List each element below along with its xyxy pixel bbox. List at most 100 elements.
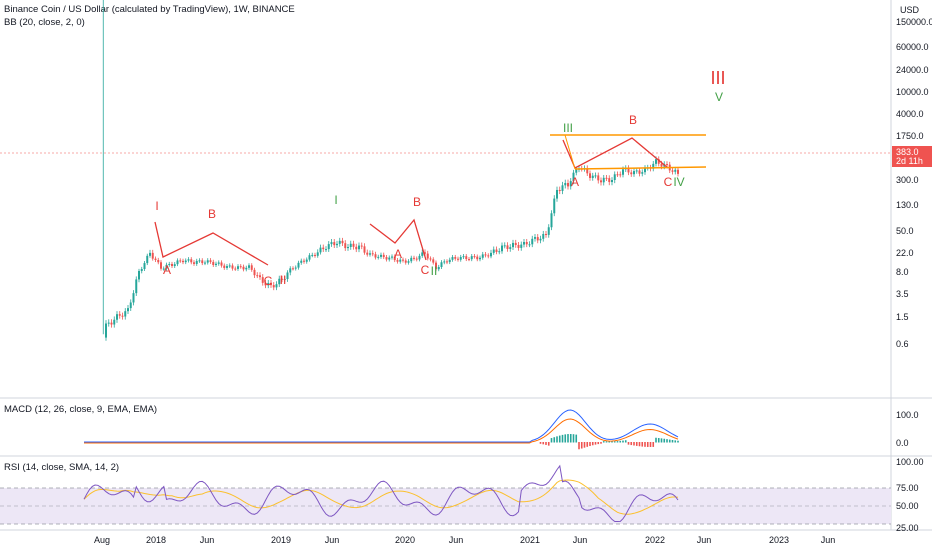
rsi-tick-75: 75.00 <box>896 483 919 493</box>
candle-body <box>371 253 374 255</box>
macd-histogram-bar <box>550 438 553 443</box>
macd-histogram-bar <box>605 441 608 443</box>
macd-histogram-bar <box>611 441 613 443</box>
candle-body <box>602 177 605 183</box>
macd-histogram-bar <box>556 436 558 443</box>
candle-body <box>492 249 495 253</box>
macd-pane[interactable] <box>84 409 679 450</box>
candle-body <box>567 183 569 187</box>
candle-body <box>523 241 525 245</box>
wave-label: B <box>629 113 637 127</box>
candle-body <box>638 170 641 174</box>
candle-body <box>355 246 358 250</box>
candle-body <box>385 257 388 260</box>
time-tick-label: Aug <box>94 535 110 545</box>
candle-body <box>616 174 619 176</box>
candle-body <box>377 256 380 258</box>
macd-histogram-bar <box>638 442 641 447</box>
macd-histogram-bar <box>655 437 657 443</box>
macd-histogram-bar <box>641 442 644 447</box>
candle-body <box>512 242 514 248</box>
candle-body <box>127 308 129 312</box>
candle-body <box>168 263 171 265</box>
time-tick-label: Jun <box>325 535 340 545</box>
time-tick-label: Jun <box>449 535 464 545</box>
macd-histogram-bar <box>624 440 627 443</box>
price-tick-label: 1750.0 <box>896 131 924 141</box>
candle-body <box>281 278 283 280</box>
macd-histogram-bar <box>542 442 545 445</box>
candle-body <box>143 263 146 270</box>
candle-body <box>498 251 501 253</box>
time-tick-label: Jun <box>573 535 588 545</box>
rsi-pane[interactable] <box>83 464 679 522</box>
candle-body <box>248 265 250 268</box>
candle-body <box>432 259 435 263</box>
wave-label: III <box>710 68 725 88</box>
candle-body <box>116 314 118 320</box>
candle-body <box>132 293 135 303</box>
price-candles <box>102 0 679 341</box>
price-tick-label: 22.0 <box>896 248 914 258</box>
candle-body <box>418 255 421 260</box>
price-tick-label: 1.5 <box>896 312 909 322</box>
price-tick-label: 3.5 <box>896 289 909 299</box>
candle-body <box>594 175 597 177</box>
wave-label: I <box>155 199 158 213</box>
time-tick-label: 2020 <box>395 535 415 545</box>
candle-body <box>349 243 352 247</box>
candle-body <box>215 263 217 265</box>
macd-histogram-bar <box>564 434 567 443</box>
candle-body <box>575 169 578 173</box>
candle-body <box>347 246 349 249</box>
time-axis[interactable]: Aug 2018 Jun 2019 Jun 2020 Jun 2021 Jun 2022 Jun 20… <box>94 535 835 545</box>
candle-body <box>212 261 215 265</box>
candle-body <box>300 260 303 263</box>
candle-body <box>330 242 333 245</box>
candle-body <box>413 257 415 259</box>
candle-body <box>635 170 638 172</box>
macd-histogram-bar <box>622 440 624 443</box>
candle-body <box>380 254 382 257</box>
candle-body <box>627 168 630 173</box>
candle-body <box>129 302 132 309</box>
wave-label: V <box>715 90 723 104</box>
candle-body <box>671 170 674 172</box>
candle-body <box>171 263 173 267</box>
wave-label: C <box>664 175 673 189</box>
macd-histogram-bar <box>547 442 550 446</box>
candle-body <box>630 172 633 175</box>
wave-label: I <box>334 193 337 207</box>
wave-label: A <box>571 175 579 189</box>
macd-line <box>84 409 679 443</box>
candle-body <box>292 268 294 270</box>
macd-histogram-bar <box>635 442 638 446</box>
macd-histogram-bar <box>561 434 564 443</box>
candle-body <box>204 262 206 264</box>
candle-body <box>336 243 338 246</box>
candle-body <box>322 247 325 250</box>
candle-body <box>327 244 330 250</box>
candle-body <box>399 259 402 262</box>
candle-body <box>633 171 635 175</box>
candle-body <box>363 246 366 253</box>
time-tick-label: Jun <box>821 535 836 545</box>
candle-body <box>509 247 512 249</box>
candle-body <box>586 168 589 174</box>
candle-body <box>176 260 179 265</box>
candle-body <box>366 252 369 255</box>
macd-histogram-bar <box>608 441 611 443</box>
candle-body <box>424 252 426 254</box>
candle-body <box>253 269 256 276</box>
candle-body <box>564 183 567 186</box>
candle-body <box>657 159 660 164</box>
wave-label: A <box>163 263 171 277</box>
price-axis[interactable]: 150000.0 60000.0 24000.0 10000.0 4000.0 1750.… <box>896 0 932 349</box>
candle-body <box>124 311 127 317</box>
candle-body <box>223 265 226 268</box>
time-tick-label: 2023 <box>769 535 789 545</box>
rsi-ma-line <box>83 479 679 515</box>
candle-body <box>344 243 347 249</box>
macd-histogram-bar <box>553 437 556 443</box>
